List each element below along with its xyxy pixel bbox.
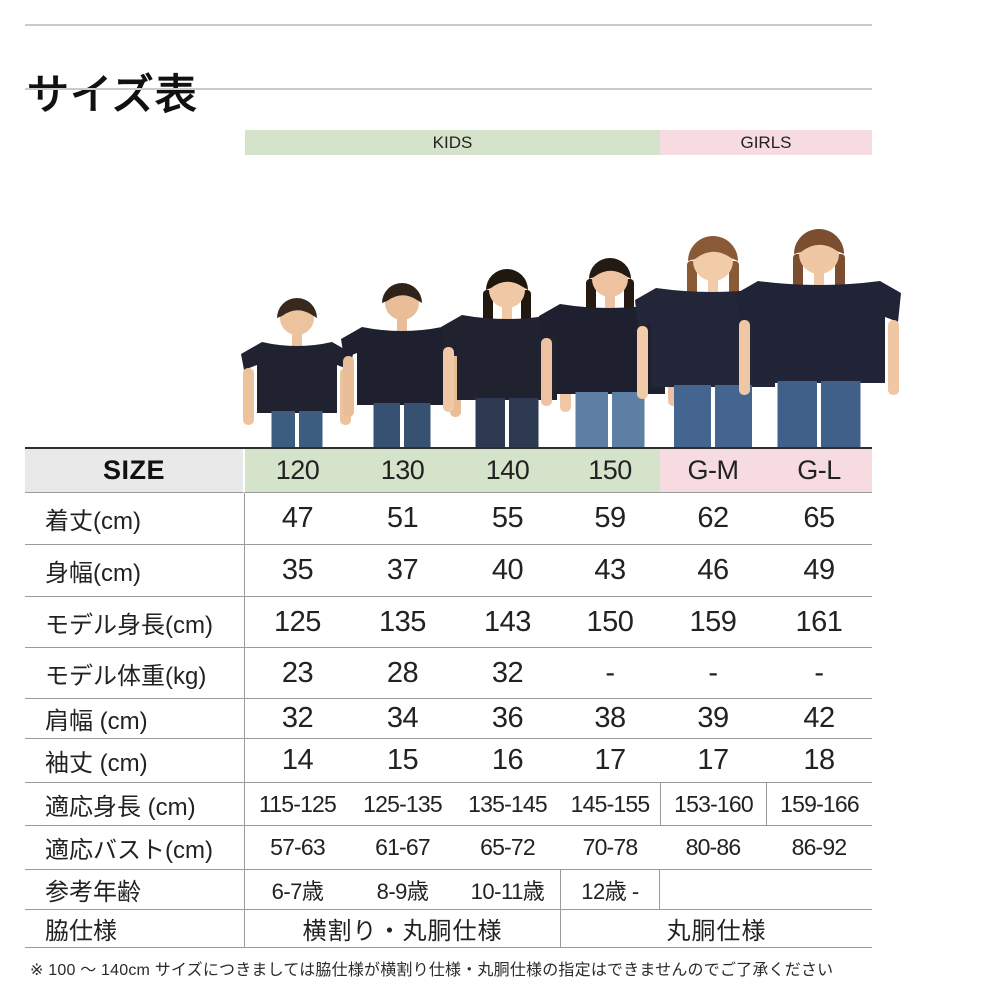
table-cell: 43 bbox=[560, 545, 660, 597]
table-cell: 39 bbox=[660, 699, 766, 739]
kids-label: KIDS bbox=[432, 132, 473, 152]
table-cell: 145-155 bbox=[560, 783, 660, 826]
row-label: 参考年齢 bbox=[25, 870, 245, 910]
table-cell: - bbox=[560, 648, 660, 699]
table-cell: 42 bbox=[766, 699, 872, 739]
table-cell: 10-11歳 bbox=[455, 870, 560, 910]
table-cell: 38 bbox=[560, 699, 660, 739]
table-cell: 17 bbox=[660, 739, 766, 783]
girls-label: GIRLS bbox=[740, 132, 792, 152]
table-cell: 14 bbox=[245, 739, 350, 783]
table-cell: 横割り・丸胴仕様 bbox=[245, 910, 560, 948]
row-label: 着丈(cm) bbox=[25, 493, 245, 545]
table-cell: 8-9歳 bbox=[350, 870, 455, 910]
table-cell: 57-63 bbox=[245, 826, 350, 870]
table-cell: 65-72 bbox=[455, 826, 560, 870]
table-cell: 34 bbox=[350, 699, 455, 739]
table-cell: 59 bbox=[560, 493, 660, 545]
table-cell: 15 bbox=[350, 739, 455, 783]
size-col-150: 150 bbox=[560, 449, 660, 493]
table-cell: 51 bbox=[350, 493, 455, 545]
kids-band: KIDS bbox=[245, 130, 660, 155]
girls-band: GIRLS bbox=[660, 130, 872, 155]
table-cell: 135 bbox=[350, 597, 455, 648]
table-cell: 35 bbox=[245, 545, 350, 597]
footnote: ※ 100 ～ 140cm サイズにつきましては脇仕様が横割り仕様・丸胴仕様の指… bbox=[30, 962, 834, 979]
model-photo-G-L bbox=[722, 225, 916, 452]
row-label: 袖丈 (cm) bbox=[25, 739, 245, 783]
table-cell: 135-145 bbox=[455, 783, 560, 826]
table-cell: 115-125 bbox=[245, 783, 350, 826]
table-cell: 46 bbox=[660, 545, 766, 597]
size-header-label: SIZE bbox=[25, 449, 245, 493]
table-cell: 17 bbox=[560, 739, 660, 783]
row-label: モデル体重(kg) bbox=[25, 648, 245, 699]
table-cell: 161 bbox=[766, 597, 872, 648]
table-cell: 12歳 - bbox=[560, 870, 660, 910]
table-cell: 36 bbox=[455, 699, 560, 739]
size-col-120: 120 bbox=[245, 449, 350, 493]
category-band: KIDS GIRLS bbox=[245, 130, 872, 155]
table-cell: 47 bbox=[245, 493, 350, 545]
table-cell: 6-7歳 bbox=[245, 870, 350, 910]
row-label: 身幅(cm) bbox=[25, 545, 245, 597]
table-cell: 23 bbox=[245, 648, 350, 699]
row-label: 適応バスト(cm) bbox=[25, 826, 245, 870]
size-col-130: 130 bbox=[350, 449, 455, 493]
table-cell: 86-92 bbox=[766, 826, 872, 870]
size-table: SIZE 120 130 140 150 G-M G-L 着丈(cm) 47 5… bbox=[25, 447, 872, 948]
table-cell: 55 bbox=[455, 493, 560, 545]
table-cell: 28 bbox=[350, 648, 455, 699]
model-photo-140 bbox=[426, 263, 588, 452]
table-cell: 153-160 bbox=[660, 783, 766, 826]
table-cell-empty bbox=[660, 870, 872, 910]
table-cell: 61-67 bbox=[350, 826, 455, 870]
page-title: サイズ表 bbox=[27, 71, 198, 119]
divider bbox=[25, 88, 872, 90]
table-cell: 62 bbox=[660, 493, 766, 545]
row-label: 脇仕様 bbox=[25, 910, 245, 948]
table-cell: 80-86 bbox=[660, 826, 766, 870]
row-label: 肩幅 (cm) bbox=[25, 699, 245, 739]
model-photo-120 bbox=[226, 292, 368, 452]
table-cell: 18 bbox=[766, 739, 872, 783]
row-label: モデル身長(cm) bbox=[25, 597, 245, 648]
table-cell: 16 bbox=[455, 739, 560, 783]
table-cell: 32 bbox=[245, 699, 350, 739]
size-col-gl: G-L bbox=[766, 449, 872, 493]
table-cell: 159-166 bbox=[766, 783, 872, 826]
table-cell: 125 bbox=[245, 597, 350, 648]
divider bbox=[25, 24, 872, 26]
table-cell: 32 bbox=[455, 648, 560, 699]
size-col-140: 140 bbox=[455, 449, 560, 493]
table-cell: 143 bbox=[455, 597, 560, 648]
model-photos bbox=[0, 155, 1000, 448]
table-cell: 丸胴仕様 bbox=[560, 910, 872, 948]
table-cell: 37 bbox=[350, 545, 455, 597]
table-cell: 49 bbox=[766, 545, 872, 597]
model-photo-130 bbox=[326, 277, 478, 452]
table-cell: 125-135 bbox=[350, 783, 455, 826]
table-cell: 40 bbox=[455, 545, 560, 597]
row-label: 適応身長 (cm) bbox=[25, 783, 245, 826]
size-col-gm: G-M bbox=[660, 449, 766, 493]
table-cell: 159 bbox=[660, 597, 766, 648]
table-cell: - bbox=[660, 648, 766, 699]
table-cell: - bbox=[766, 648, 872, 699]
table-cell: 70-78 bbox=[560, 826, 660, 870]
table-cell: 150 bbox=[560, 597, 660, 648]
table-cell: 65 bbox=[766, 493, 872, 545]
